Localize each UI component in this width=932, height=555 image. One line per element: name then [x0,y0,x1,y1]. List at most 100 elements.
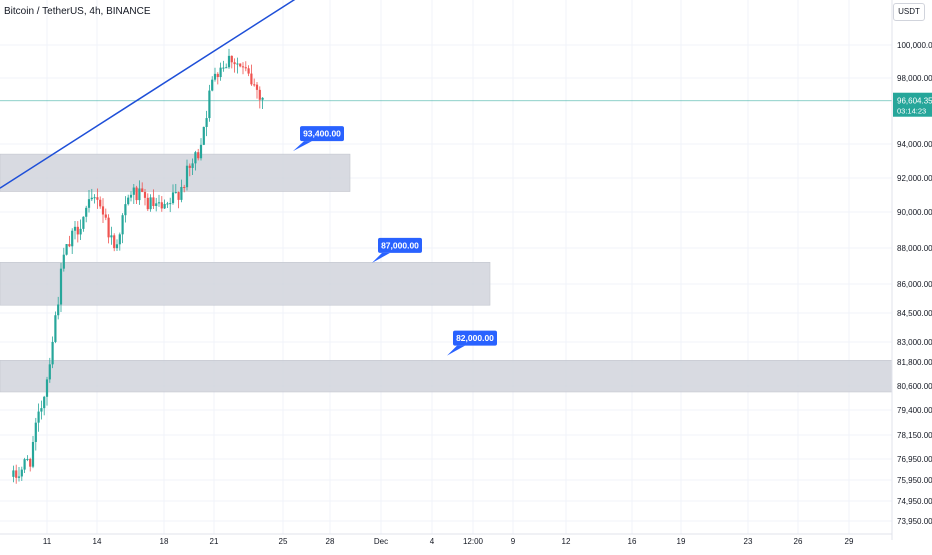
candle-body-67 [199,144,203,159]
candle-body-40 [124,204,127,216]
candle-body-3 [20,469,23,477]
candle-body-24 [79,228,82,235]
time-axis: 11 14 18 21 25 28 Dec 4 12:00 9 12 16 19 23 26 29 [0,533,892,546]
candle-body-46 [141,188,144,192]
candle-body-53 [160,202,163,209]
x-tick-label-3: 21 [210,537,219,546]
candle-body-26 [85,207,88,217]
x-tick-label-6: Dec [374,537,388,546]
candle-body-61 [183,186,186,188]
annotation-1: 87,000.00 [372,237,422,263]
zone-82000 [0,360,893,393]
annotation-pointer-2 [447,345,465,356]
last-price-countdown: 03:14:23 [897,107,926,116]
candle-body-71 [211,79,214,91]
x-tick-label-4: 25 [279,537,288,546]
candle-body-81 [239,63,242,67]
candle-body-63 [188,165,191,168]
candle-body-65 [194,152,197,164]
candle-body-41 [127,197,130,205]
last-price-badge-bg [893,92,932,117]
candle-body-10 [40,408,43,412]
candle-body-62 [185,165,189,188]
candle-body-20 [68,244,71,247]
candle-body-39 [121,215,124,235]
candle-body-43 [132,187,135,195]
candle-body-77 [227,55,231,68]
candle-body-38 [118,234,121,245]
annotation-label-2: 82,000.00 [456,333,494,343]
candle-body-32 [101,206,105,215]
candle-body-89 [261,97,264,100]
candle-body-79 [233,62,236,65]
candle-body-37 [115,244,119,249]
candle-body-4 [23,459,26,470]
y-tick-label-7: 84,500.00 [897,309,932,318]
annotation-label-1: 87,000.00 [381,240,419,250]
candle-body-56 [169,203,172,205]
y-tick-label-1: 98,000.00 [897,74,932,83]
candle-body-18 [62,254,65,269]
candle-body-2 [17,476,21,478]
candle-body-86 [253,84,256,86]
x-tick-label-1: 14 [93,537,102,546]
candle-body-35 [110,235,113,238]
candle-body-44 [135,187,138,201]
x-tick-label-12: 19 [677,537,686,546]
candle-body-68 [202,126,205,145]
annotation-box-1 [378,237,422,253]
candle-body-42 [129,194,133,198]
candle-body-73 [216,73,219,78]
x-tick-label-13: 23 [744,537,753,546]
y-tick-label-16: 73,950.00 [897,517,932,526]
candle-body-17 [59,268,63,305]
x-tick-label-15: 29 [845,537,854,546]
zone-93400 [0,153,351,192]
candle-body-85 [250,73,253,85]
candle-body-0 [12,470,15,477]
candle-body-25 [82,216,85,229]
candle-body-36 [113,235,116,249]
x-tick-label-8: 12:00 [463,537,484,546]
candle-body-7 [31,441,35,467]
x-tick-label-14: 26 [794,537,803,546]
candle-body-33 [104,214,107,218]
y-tick-label-5: 88,000.00 [897,244,932,253]
candle-body-8 [34,422,37,442]
candle-body-22 [73,226,77,231]
candle-body-16 [57,304,60,316]
x-tick-label-7: 4 [430,537,435,546]
annotation-box-0 [300,126,344,142]
candle-body-60 [180,186,183,200]
candle-body-69 [205,118,208,127]
candle-body-70 [208,90,211,119]
trendline [0,0,296,189]
candle-body-57 [171,192,175,204]
last-price-value: 96,604.35 [897,97,932,106]
y-tick-label-11: 79,400.00 [897,406,932,415]
symbol-title: Bitcoin / TetherUS, 4h, BINANCE [4,6,151,17]
candle-body-45 [138,188,141,201]
candle-body-75 [222,67,225,69]
candle-body-29 [93,197,96,199]
x-tick-label-9: 9 [511,537,516,546]
candle-body-19 [65,244,68,255]
x-tick-label-2: 18 [160,537,169,546]
x-tick-label-10: 12 [562,537,571,546]
zone-87000 [0,262,491,306]
currency-button[interactable]: USDT [893,3,925,21]
candle-body-78 [230,55,233,63]
candle-body-54 [163,204,166,209]
candle-body-83 [244,67,247,69]
y-tick-label-15: 74,950.00 [897,497,932,506]
candle-body-52 [157,202,161,204]
price-axis: 100,000.00 98,000.00 94,000.00 92,000.00 90,… [891,0,932,540]
candle-body-55 [166,203,169,205]
annotation-0: 93,400.00 [293,126,344,152]
candle-body-47 [143,191,147,198]
y-tick-label-6: 86,000.00 [897,280,932,289]
candle-body-28 [90,197,93,200]
